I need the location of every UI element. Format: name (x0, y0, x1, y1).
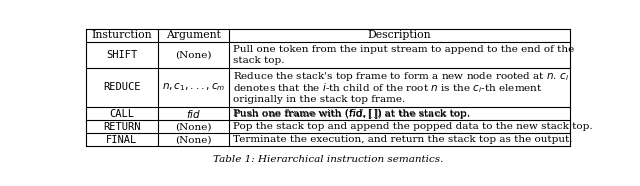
Text: FINAL: FINAL (106, 135, 138, 145)
Text: $\mathit{fid}$: $\mathit{fid}$ (186, 108, 201, 120)
Text: SHIFT: SHIFT (106, 50, 138, 60)
Text: RETURN: RETURN (103, 122, 141, 132)
Text: denotes that the $i$-th child of the root $n$ is the $c_i$-th element: denotes that the $i$-th child of the roo… (233, 81, 543, 95)
Text: stack top.: stack top. (233, 56, 284, 65)
Text: originally in the stack top frame.: originally in the stack top frame. (233, 95, 405, 104)
Text: Terminate the execution, and return the stack top as the output.: Terminate the execution, and return the … (233, 135, 572, 144)
Text: $n, c_1, ..., c_m$: $n, c_1, ..., c_m$ (162, 82, 225, 93)
Text: REDUCE: REDUCE (103, 82, 141, 92)
Text: Table 1: Hierarchical instruction semantics.: Table 1: Hierarchical instruction semant… (213, 155, 443, 164)
Text: Push one frame with $(\mathit{fid}, [\,])$ at the stack top.: Push one frame with $(\mathit{fid}, [\,]… (233, 107, 470, 121)
Text: Pull one token from the input stream to append to the end of the: Pull one token from the input stream to … (233, 45, 574, 54)
Text: Push one frame with (fid, []) at the stack top.: Push one frame with (fid, []) at the sta… (233, 109, 470, 118)
Text: (None): (None) (175, 135, 212, 144)
Text: Pop the stack top and append the popped data to the new stack top.: Pop the stack top and append the popped … (233, 122, 593, 131)
Text: (None): (None) (175, 122, 212, 131)
Text: Reduce the stack's top frame to form a new node rooted at $n$. $c_i$: Reduce the stack's top frame to form a n… (233, 70, 569, 83)
Text: Argument: Argument (166, 30, 221, 40)
Text: CALL: CALL (109, 109, 134, 119)
Text: (None): (None) (175, 50, 212, 59)
Text: Insturction: Insturction (92, 30, 152, 40)
Text: Description: Description (368, 30, 431, 40)
